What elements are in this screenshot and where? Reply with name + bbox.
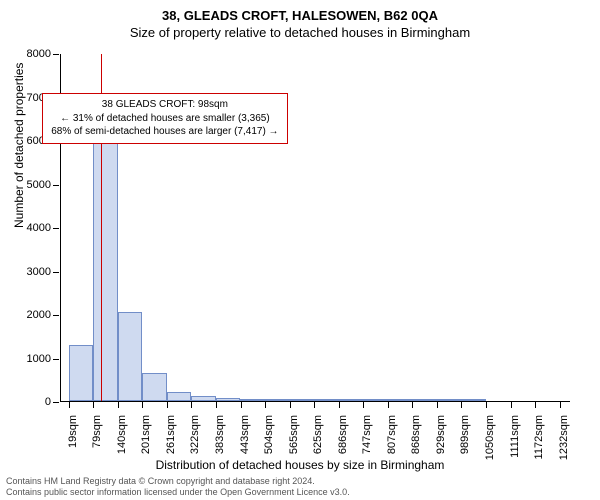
x-tick-label: 261sqm: [165, 415, 177, 454]
x-tick-label: 868sqm: [410, 415, 422, 454]
histogram-bar: [388, 399, 413, 401]
histogram-bar: [339, 399, 364, 401]
histogram-bar: [437, 399, 461, 401]
title-address: 38, GLEADS CROFT, HALESOWEN, B62 0QA: [0, 8, 600, 23]
annotation-line: ← 31% of detached houses are smaller (3,…: [51, 112, 278, 126]
annotation-box: 38 GLEADS CROFT: 98sqm← 31% of detached …: [42, 93, 287, 144]
x-tick-label: 989sqm: [459, 415, 471, 454]
x-tick-label: 686sqm: [337, 415, 349, 454]
x-tick-label: 19sqm: [67, 415, 79, 448]
y-tick-label: 3000: [27, 266, 51, 278]
title-subtitle: Size of property relative to detached ho…: [0, 25, 600, 40]
y-tick-label: 5000: [27, 179, 51, 191]
x-tick-label: 140sqm: [116, 415, 128, 454]
x-tick-label: 504sqm: [263, 415, 275, 454]
histogram-bar: [314, 399, 339, 401]
x-tick-label: 1111sqm: [509, 415, 521, 458]
annotation-line: 68% of semi-detached houses are larger (…: [51, 125, 278, 139]
y-tick-label: 0: [45, 396, 51, 408]
histogram-bar: [265, 399, 290, 401]
x-tick-label: 565sqm: [288, 415, 300, 454]
x-tick-label: 1232sqm: [558, 415, 570, 460]
histogram-bar: [240, 399, 265, 401]
attribution-text: Contains HM Land Registry data © Crown c…: [6, 476, 594, 498]
y-tick-label: 4000: [27, 222, 51, 234]
histogram-bar: [363, 399, 387, 401]
histogram-bar: [142, 373, 166, 401]
histogram-bar: [216, 398, 240, 401]
histogram-bar: [191, 396, 216, 401]
y-tick-label: 2000: [27, 309, 51, 321]
x-tick-label: 625sqm: [312, 415, 324, 454]
x-tick-label: 322sqm: [189, 415, 201, 454]
histogram-bar: [290, 399, 314, 401]
y-tick-label: 1000: [27, 353, 51, 365]
x-tick-label: 929sqm: [435, 415, 447, 454]
x-tick-label: 383sqm: [214, 415, 226, 454]
annotation-line: 38 GLEADS CROFT: 98sqm: [51, 98, 278, 112]
attribution-line2: Contains public sector information licen…: [6, 487, 594, 498]
x-tick-label: 79sqm: [91, 415, 103, 448]
x-tick-label: 1050sqm: [484, 415, 496, 460]
histogram-bar: [93, 114, 118, 401]
chart-title-block: 38, GLEADS CROFT, HALESOWEN, B62 0QA Siz…: [0, 0, 600, 40]
histogram-bar: [69, 345, 93, 401]
histogram-bar: [167, 392, 192, 401]
histogram-bar: [461, 399, 486, 401]
histogram-bar: [118, 312, 143, 401]
x-tick-label: 1172sqm: [533, 415, 545, 459]
x-axis-label: Distribution of detached houses by size …: [0, 458, 600, 472]
histogram-bar: [412, 399, 437, 401]
histogram-chart: 01000200030004000500060007000800019sqm79…: [60, 54, 570, 402]
y-tick-label: 8000: [27, 48, 51, 60]
x-tick-label: 443sqm: [239, 415, 251, 454]
x-tick-label: 747sqm: [361, 415, 373, 454]
x-tick-label: 807sqm: [386, 415, 398, 454]
y-axis-label: Number of detached properties: [12, 63, 26, 228]
x-tick-label: 201sqm: [140, 415, 152, 454]
plot-region: 01000200030004000500060007000800019sqm79…: [61, 54, 570, 401]
attribution-line1: Contains HM Land Registry data © Crown c…: [6, 476, 594, 487]
